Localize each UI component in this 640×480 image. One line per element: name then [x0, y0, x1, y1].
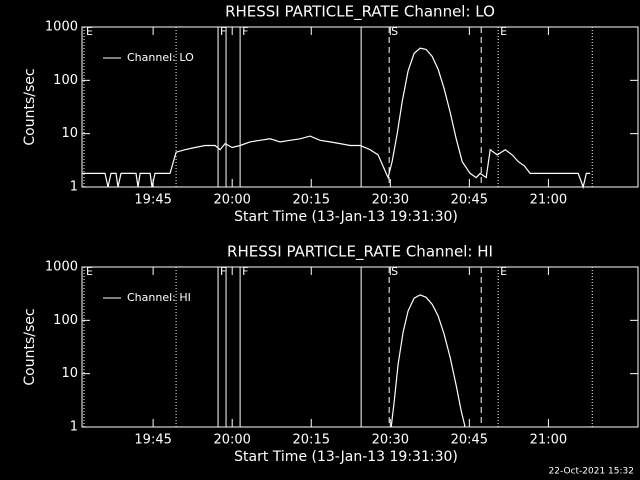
- chart-title: RHESSI PARTICLE_RATE Channel: LO: [225, 3, 495, 22]
- y-tick-label: 1: [70, 420, 78, 435]
- event-label: F: [220, 25, 226, 38]
- x-tick-label: 21:00: [530, 193, 567, 208]
- y-tick-label: 1: [70, 180, 78, 195]
- x-tick-label: 20:30: [372, 433, 409, 448]
- y-tick-label: 1000: [45, 260, 78, 275]
- x-tick-label: 19:45: [134, 193, 171, 208]
- y-tick-label: 100: [53, 313, 78, 328]
- x-axis-label: Start Time (13-Jan-13 19:31:30): [234, 209, 458, 225]
- event-label: S: [391, 25, 398, 38]
- event-label: E: [500, 265, 507, 278]
- data-line: [82, 47, 591, 190]
- y-tick-label: 10: [61, 126, 78, 141]
- x-tick-label: 19:45: [134, 433, 171, 448]
- x-tick-label: 20:45: [451, 193, 488, 208]
- x-tick-label: 21:00: [530, 433, 567, 448]
- event-label: F: [242, 265, 248, 278]
- plot-frame: [81, 26, 639, 188]
- data-line: [390, 294, 466, 428]
- chart-title: RHESSI PARTICLE_RATE Channel: HI: [227, 243, 493, 262]
- x-tick-label: 20:15: [293, 193, 330, 208]
- y-tick-label: 100: [53, 73, 78, 88]
- plot-frame: [81, 266, 639, 428]
- event-label: F: [220, 265, 226, 278]
- footer: 22-Oct-2021 15:32: [549, 467, 634, 477]
- x-tick-label: 20:00: [213, 433, 250, 448]
- y-tick-label: 1000: [45, 20, 78, 35]
- x-tick-label: 20:30: [372, 193, 409, 208]
- event-label: S: [391, 265, 398, 278]
- x-tick-label: 20:00: [213, 193, 250, 208]
- x-axis-label: Start Time (13-Jan-13 19:31:30): [234, 449, 458, 465]
- y-tick-label: 10: [61, 366, 78, 381]
- x-tick-label: 20:45: [451, 433, 488, 448]
- event-label: F: [242, 25, 248, 38]
- legend-label: Channel: HI: [127, 291, 191, 304]
- legend-label: Channel: LO: [127, 51, 194, 64]
- y-axis-label: Counts/sec: [22, 68, 38, 145]
- event-label: E: [86, 25, 93, 38]
- x-tick-label: 20:15: [293, 433, 330, 448]
- event-label: E: [86, 265, 93, 278]
- y-axis-label: Counts/sec: [22, 308, 38, 385]
- event-label: E: [500, 25, 507, 38]
